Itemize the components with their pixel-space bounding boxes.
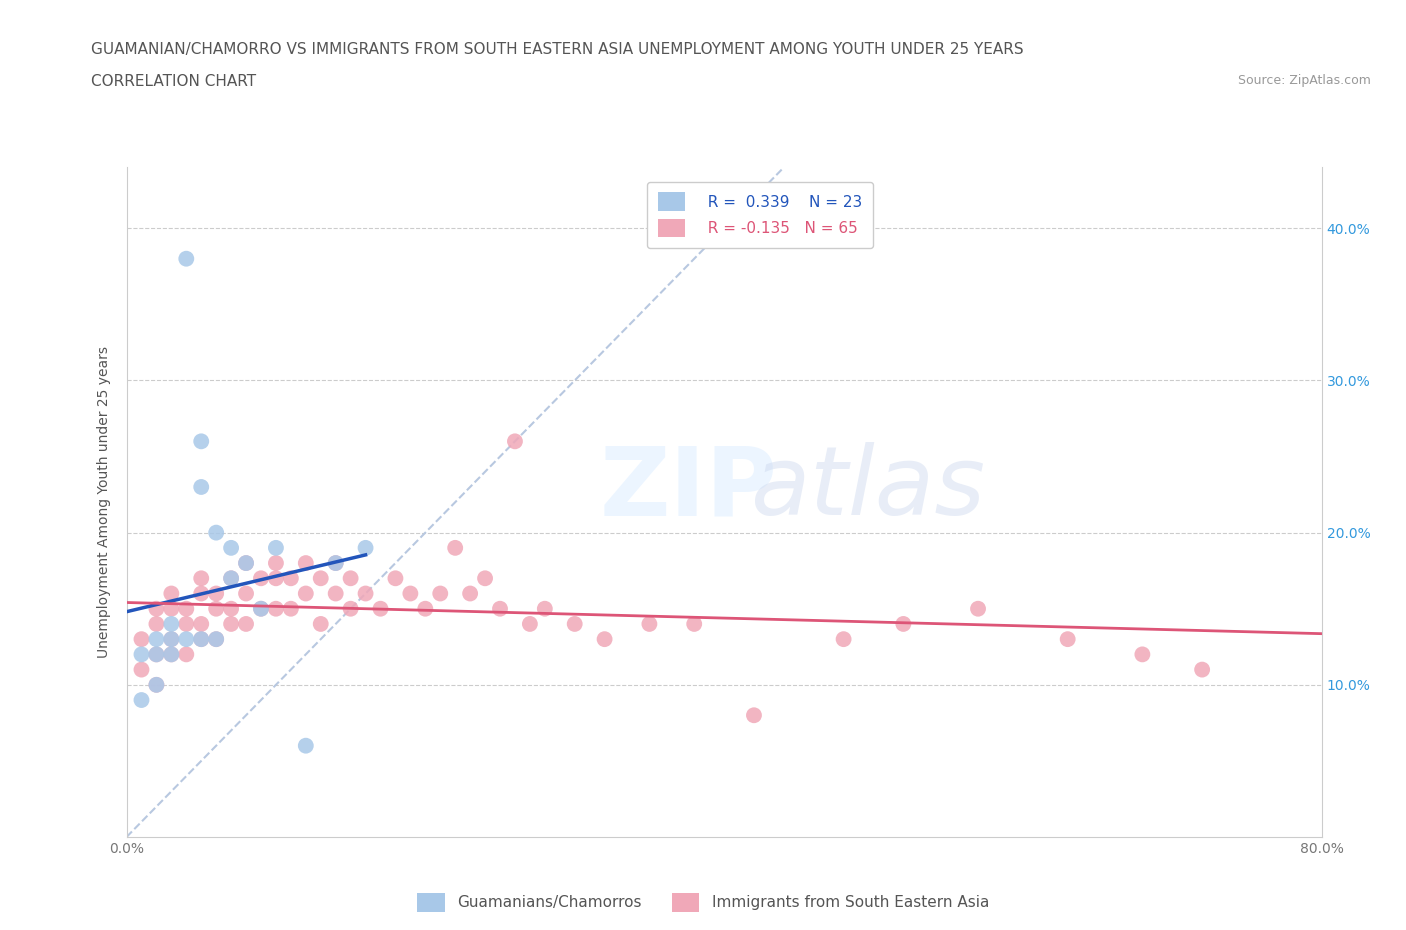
Point [145, 602, 167, 617]
Point [444, 540, 467, 555]
Point [309, 571, 332, 586]
Point [564, 617, 586, 631]
Point [205, 525, 228, 540]
Point [174, 602, 197, 617]
Point [145, 647, 167, 662]
Point [145, 631, 167, 646]
Point [160, 631, 183, 646]
Point [458, 586, 481, 601]
Point [145, 677, 167, 692]
Point [131, 647, 153, 662]
Point [131, 693, 153, 708]
Text: CORRELATION CHART: CORRELATION CHART [91, 74, 256, 89]
Point [325, 555, 347, 570]
Point [370, 602, 392, 617]
Point [145, 647, 167, 662]
Point [219, 571, 242, 586]
Legend: Guamanians/Chamorros, Immigrants from South Eastern Asia: Guamanians/Chamorros, Immigrants from So… [411, 887, 995, 918]
Point [190, 617, 212, 631]
Point [503, 434, 526, 449]
Point [1130, 647, 1153, 662]
Point [160, 586, 183, 601]
Point [832, 631, 855, 646]
Point [325, 586, 347, 601]
Point [474, 571, 496, 586]
Point [219, 540, 242, 555]
Point [1191, 662, 1213, 677]
Point [264, 555, 287, 570]
Point [384, 571, 406, 586]
Point [235, 586, 257, 601]
Point [190, 631, 212, 646]
Point [339, 602, 361, 617]
Point [742, 708, 765, 723]
Point [280, 571, 302, 586]
Point [264, 602, 287, 617]
Point [190, 480, 212, 495]
Point [205, 586, 228, 601]
Point [294, 555, 316, 570]
Point [264, 540, 287, 555]
Legend:   R =  0.339    N = 23,   R = -0.135   N = 65: R = 0.339 N = 23, R = -0.135 N = 65 [647, 181, 873, 248]
Point [354, 586, 377, 601]
Point [683, 617, 706, 631]
Point [174, 631, 197, 646]
Point [145, 617, 167, 631]
Point [190, 434, 212, 449]
Point [174, 617, 197, 631]
Point [235, 617, 257, 631]
Point [174, 251, 197, 266]
Point [250, 602, 273, 617]
Text: atlas: atlas [749, 443, 986, 536]
Point [967, 602, 990, 617]
Point [160, 602, 183, 617]
Point [893, 617, 915, 631]
Point [131, 631, 153, 646]
Point [325, 555, 347, 570]
Point [294, 738, 316, 753]
Point [415, 602, 437, 617]
Point [160, 647, 183, 662]
Point [131, 662, 153, 677]
Point [190, 571, 212, 586]
Point [1056, 631, 1078, 646]
Point [264, 571, 287, 586]
Point [250, 602, 273, 617]
Point [190, 586, 212, 601]
Point [250, 571, 273, 586]
Point [145, 677, 167, 692]
Point [593, 631, 616, 646]
Point [219, 617, 242, 631]
Point [219, 602, 242, 617]
Point [205, 602, 228, 617]
Point [190, 631, 212, 646]
Text: ZIP: ZIP [599, 443, 778, 536]
Point [399, 586, 422, 601]
Point [235, 555, 257, 570]
Point [219, 571, 242, 586]
Point [160, 647, 183, 662]
Point [160, 617, 183, 631]
Point [160, 631, 183, 646]
Point [309, 617, 332, 631]
Point [205, 631, 228, 646]
Point [534, 602, 557, 617]
Point [489, 602, 512, 617]
Point [519, 617, 541, 631]
Point [638, 617, 661, 631]
Point [294, 586, 316, 601]
Point [354, 540, 377, 555]
Text: GUAMANIAN/CHAMORRO VS IMMIGRANTS FROM SOUTH EASTERN ASIA UNEMPLOYMENT AMONG YOUT: GUAMANIAN/CHAMORRO VS IMMIGRANTS FROM SO… [91, 42, 1024, 57]
Text: Source: ZipAtlas.com: Source: ZipAtlas.com [1237, 74, 1371, 87]
Point [235, 555, 257, 570]
Point [205, 631, 228, 646]
Point [429, 586, 451, 601]
Point [280, 602, 302, 617]
Point [339, 571, 361, 586]
Y-axis label: Unemployment Among Youth under 25 years: Unemployment Among Youth under 25 years [97, 346, 111, 658]
Point [174, 647, 197, 662]
